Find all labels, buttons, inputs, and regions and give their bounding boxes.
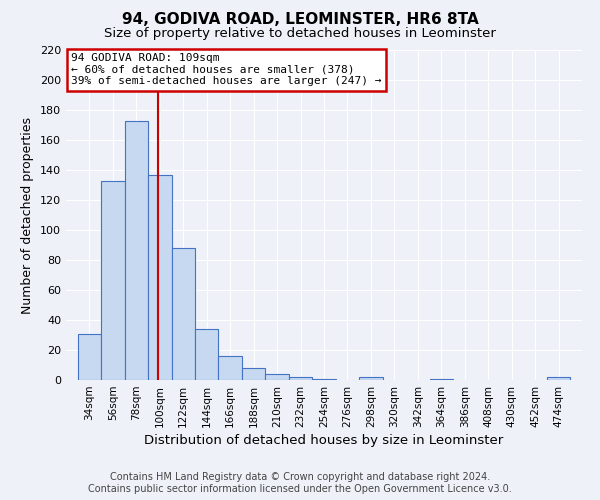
Text: 94, GODIVA ROAD, LEOMINSTER, HR6 8TA: 94, GODIVA ROAD, LEOMINSTER, HR6 8TA <box>122 12 478 28</box>
Bar <box>547 377 570 380</box>
Bar <box>172 248 195 380</box>
Bar <box>101 180 125 380</box>
Bar <box>195 329 218 380</box>
Bar <box>265 374 289 380</box>
Bar <box>312 378 336 380</box>
X-axis label: Distribution of detached houses by size in Leominster: Distribution of detached houses by size … <box>145 434 503 447</box>
Text: Size of property relative to detached houses in Leominster: Size of property relative to detached ho… <box>104 28 496 40</box>
Bar <box>289 377 312 380</box>
Bar <box>78 334 101 380</box>
Y-axis label: Number of detached properties: Number of detached properties <box>22 116 34 314</box>
Bar <box>359 377 383 380</box>
Bar <box>242 368 265 380</box>
Bar <box>430 378 453 380</box>
Bar <box>218 356 242 380</box>
Text: Contains HM Land Registry data © Crown copyright and database right 2024.
Contai: Contains HM Land Registry data © Crown c… <box>88 472 512 494</box>
Text: 94 GODIVA ROAD: 109sqm
← 60% of detached houses are smaller (378)
39% of semi-de: 94 GODIVA ROAD: 109sqm ← 60% of detached… <box>71 54 382 86</box>
Bar <box>148 174 172 380</box>
Bar <box>125 120 148 380</box>
